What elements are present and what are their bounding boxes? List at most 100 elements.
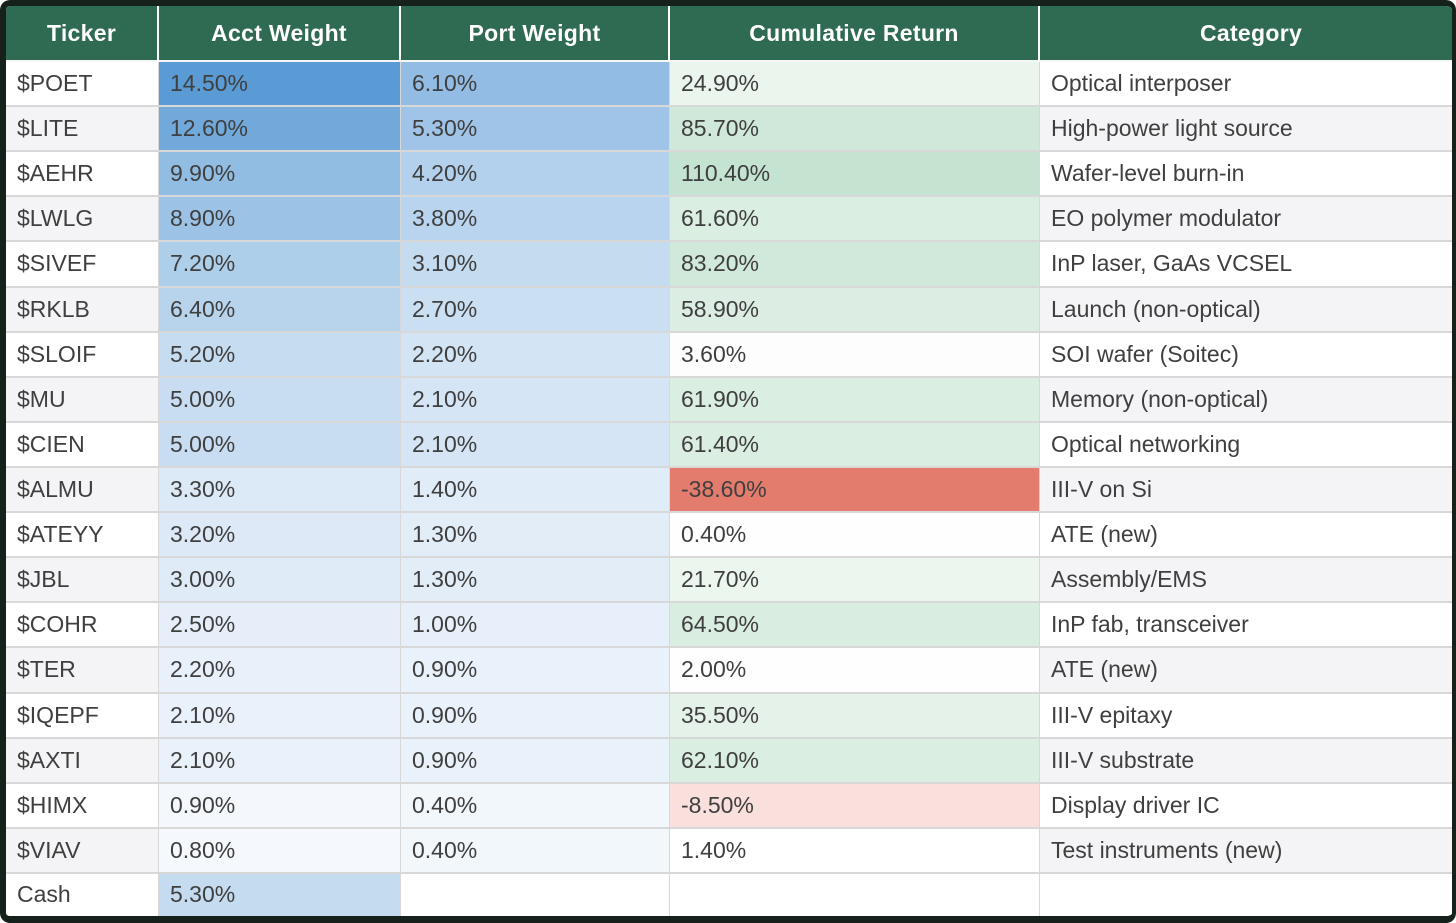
cell-ticker: $LWLG xyxy=(6,197,159,243)
cell-acct-weight: 3.20% xyxy=(159,513,401,559)
cell-ticker: $SLOIF xyxy=(6,332,159,378)
cell-ticker: $MU xyxy=(6,377,159,423)
column-header-category: Category xyxy=(1040,6,1452,62)
cell-port-weight: 1.00% xyxy=(401,603,670,649)
table-row: $RKLB 6.40% 2.70% 58.90% Launch (non-opt… xyxy=(6,287,1452,333)
cell-port-weight: 3.10% xyxy=(401,242,670,288)
cell-ticker: $ALMU xyxy=(6,467,159,514)
cell-port-weight: 3.80% xyxy=(401,197,670,243)
cell-port-weight: 2.20% xyxy=(401,332,670,378)
cell-ticker: $TER xyxy=(6,648,159,694)
table-row: $ATEYY 3.20% 1.30% 0.40% ATE (new) xyxy=(6,513,1452,559)
cell-category: EO polymer modulator xyxy=(1040,197,1452,243)
column-header-port-weight: Port Weight xyxy=(401,6,670,62)
cell-acct-weight: 12.60% xyxy=(159,107,401,153)
cell-acct-weight: 14.50% xyxy=(159,62,401,108)
cell-cumulative-return xyxy=(670,873,1040,916)
cell-ticker: $VIAV xyxy=(6,828,159,874)
column-header-cumulative-return: Cumulative Return xyxy=(670,6,1040,62)
cell-cumulative-return: 61.60% xyxy=(670,197,1040,243)
cell-port-weight: 1.30% xyxy=(401,558,670,604)
table-row: $MU 5.00% 2.10% 61.90% Memory (non-optic… xyxy=(6,377,1452,423)
cell-port-weight: 2.10% xyxy=(401,377,670,423)
table-row: $AEHR 9.90% 4.20% 110.40% Wafer-level bu… xyxy=(6,152,1452,198)
cell-cumulative-return: 58.90% xyxy=(670,287,1040,333)
cell-cumulative-return: 61.90% xyxy=(670,377,1040,423)
cell-ticker: $IQEPF xyxy=(6,693,159,739)
cell-category: Memory (non-optical) xyxy=(1040,377,1452,423)
cell-acct-weight: 2.10% xyxy=(159,693,401,739)
cell-acct-weight: 3.00% xyxy=(159,558,401,604)
cell-cumulative-return: -38.60% xyxy=(670,467,1040,514)
cell-acct-weight: 2.20% xyxy=(159,648,401,694)
cell-port-weight: 2.10% xyxy=(401,422,670,468)
cell-acct-weight: 5.00% xyxy=(159,377,401,423)
column-header-ticker: Ticker xyxy=(6,6,159,62)
cell-acct-weight: 7.20% xyxy=(159,242,401,288)
cell-ticker: $AXTI xyxy=(6,738,159,784)
cell-acct-weight: 3.30% xyxy=(159,467,401,514)
cell-acct-weight: 6.40% xyxy=(159,287,401,333)
cell-category: Launch (non-optical) xyxy=(1040,287,1452,333)
cell-acct-weight: 9.90% xyxy=(159,152,401,198)
cell-category: Wafer-level burn-in xyxy=(1040,152,1452,198)
cell-category: Assembly/EMS xyxy=(1040,558,1452,604)
cell-category: III-V on Si xyxy=(1040,467,1452,514)
cell-category: Test instruments (new) xyxy=(1040,828,1452,874)
cell-cumulative-return: 2.00% xyxy=(670,648,1040,694)
cell-cumulative-return: 0.40% xyxy=(670,513,1040,559)
table-row: Cash 5.30% xyxy=(6,873,1452,916)
cell-category: InP fab, transceiver xyxy=(1040,603,1452,649)
table-row: $COHR 2.50% 1.00% 64.50% InP fab, transc… xyxy=(6,603,1452,649)
cell-acct-weight: 5.20% xyxy=(159,332,401,378)
cell-category: ATE (new) xyxy=(1040,648,1452,694)
table-row: $ALMU 3.30% 1.40% -38.60% III-V on Si xyxy=(6,467,1452,514)
table-row: $JBL 3.00% 1.30% 21.70% Assembly/EMS xyxy=(6,558,1452,604)
cell-ticker: $CIEN xyxy=(6,422,159,468)
cell-ticker: $HIMX xyxy=(6,783,159,829)
cell-port-weight: 4.20% xyxy=(401,152,670,198)
cell-port-weight: 0.90% xyxy=(401,738,670,784)
cell-acct-weight: 2.10% xyxy=(159,738,401,784)
cell-port-weight: 2.70% xyxy=(401,287,670,333)
cell-port-weight: 1.30% xyxy=(401,513,670,559)
table-row: $IQEPF 2.10% 0.90% 35.50% III-V epitaxy xyxy=(6,693,1452,739)
cell-ticker: $ATEYY xyxy=(6,513,159,559)
cell-ticker: $LITE xyxy=(6,107,159,153)
cell-ticker: $RKLB xyxy=(6,287,159,333)
table-row: $LWLG 8.90% 3.80% 61.60% EO polymer modu… xyxy=(6,197,1452,243)
column-header-acct-weight: Acct Weight xyxy=(159,6,401,62)
cell-port-weight: 5.30% xyxy=(401,107,670,153)
table-row: $SIVEF 7.20% 3.10% 83.20% InP laser, GaA… xyxy=(6,242,1452,288)
cell-category: InP laser, GaAs VCSEL xyxy=(1040,242,1452,288)
cell-cumulative-return: 64.50% xyxy=(670,603,1040,649)
cell-category: High-power light source xyxy=(1040,107,1452,153)
cell-cumulative-return: 85.70% xyxy=(670,107,1040,153)
cell-acct-weight: 0.80% xyxy=(159,828,401,874)
cell-category xyxy=(1040,873,1452,916)
cell-category: Optical networking xyxy=(1040,422,1452,468)
table-row: $VIAV 0.80% 0.40% 1.40% Test instruments… xyxy=(6,828,1452,874)
header-row: Ticker Acct Weight Port Weight Cumulativ… xyxy=(6,6,1452,62)
cell-acct-weight: 0.90% xyxy=(159,783,401,829)
cell-port-weight: 0.40% xyxy=(401,783,670,829)
cell-ticker: $AEHR xyxy=(6,152,159,198)
cell-ticker: $SIVEF xyxy=(6,242,159,288)
portfolio-table: Ticker Acct Weight Port Weight Cumulativ… xyxy=(6,6,1452,916)
cell-ticker: $COHR xyxy=(6,603,159,649)
cell-port-weight: 0.90% xyxy=(401,693,670,739)
cell-cumulative-return: 83.20% xyxy=(670,242,1040,288)
cell-acct-weight: 5.00% xyxy=(159,422,401,468)
cell-cumulative-return: 1.40% xyxy=(670,828,1040,874)
table-row: $SLOIF 5.20% 2.20% 3.60% SOI wafer (Soit… xyxy=(6,332,1452,378)
cell-cumulative-return: 62.10% xyxy=(670,738,1040,784)
cell-cumulative-return: 35.50% xyxy=(670,693,1040,739)
cell-port-weight: 0.90% xyxy=(401,648,670,694)
cell-cumulative-return: 61.40% xyxy=(670,422,1040,468)
cell-port-weight: 1.40% xyxy=(401,467,670,514)
table-row: $LITE 12.60% 5.30% 85.70% High-power lig… xyxy=(6,107,1452,153)
cell-cumulative-return: 24.90% xyxy=(670,62,1040,108)
cell-port-weight xyxy=(401,873,670,916)
cell-category: III-V epitaxy xyxy=(1040,693,1452,739)
